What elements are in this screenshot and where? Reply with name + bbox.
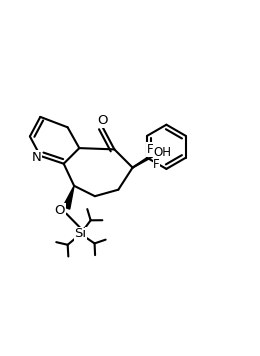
Text: OH: OH	[153, 146, 172, 158]
Text: O: O	[98, 114, 108, 127]
Text: Si: Si	[75, 227, 87, 240]
Text: F: F	[147, 143, 153, 156]
Text: N: N	[31, 151, 41, 164]
Polygon shape	[63, 186, 74, 209]
Text: O: O	[55, 204, 65, 217]
Text: F: F	[153, 158, 160, 171]
